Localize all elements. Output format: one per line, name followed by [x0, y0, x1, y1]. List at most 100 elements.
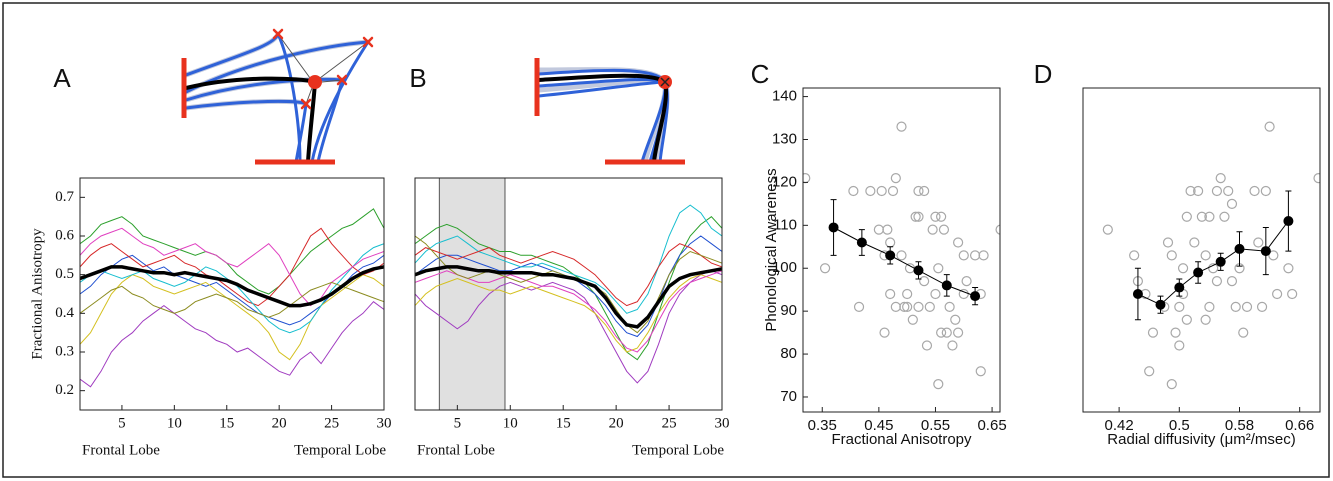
axes-box [414, 177, 723, 411]
subject-point [887, 185, 899, 197]
x-tick-label: 30 [377, 415, 392, 431]
subject-line [80, 208, 384, 295]
panel-label: D [1034, 59, 1053, 89]
panel-label: B [409, 63, 426, 93]
subject-point [1226, 198, 1238, 209]
subject-point [919, 185, 930, 197]
tract-diagram-b [534, 58, 685, 165]
subject-line [415, 243, 722, 307]
subject-point [936, 327, 947, 338]
mean-point [1193, 267, 1204, 278]
subject-point [913, 301, 924, 312]
subject-point [913, 185, 924, 197]
x-tick-label: 15 [556, 415, 571, 431]
subject-point [876, 185, 887, 197]
subject-point [890, 173, 901, 184]
panel-label: C [751, 59, 770, 89]
x-tick-label: 20 [272, 415, 287, 431]
x-annotation: Temporal Lobe [294, 442, 386, 458]
axes-box [1082, 87, 1321, 413]
mean-point [1132, 288, 1143, 299]
mean-point [1283, 216, 1294, 227]
subject-point [1189, 237, 1200, 248]
mean-point [1260, 246, 1271, 257]
y-tick-label: 80 [780, 345, 797, 362]
y-axis-label: Phonological Awareness [763, 168, 780, 331]
x-tick-label: 0.58 [1225, 417, 1254, 434]
subject-line [80, 274, 384, 361]
subject-point [1249, 185, 1260, 197]
subject-point [899, 301, 910, 312]
subject-line [415, 216, 722, 361]
y-tick-label: 110 [773, 216, 797, 233]
subject-point [1256, 301, 1268, 312]
mean-point [1174, 282, 1185, 293]
subject-point [1226, 276, 1238, 287]
plot-area [415, 204, 722, 384]
x-annotation: Frontal Lobe [417, 442, 495, 458]
subject-line [415, 204, 722, 314]
y-tick-label: 90 [780, 302, 797, 319]
subject-point [853, 301, 865, 312]
subject-line [415, 274, 722, 353]
subject-point [1268, 250, 1279, 261]
subject-point [1241, 301, 1253, 312]
subject-point [1230, 301, 1241, 312]
subject-point [896, 121, 907, 132]
mean-point [970, 291, 981, 302]
y-tick-label: 0.3 [55, 343, 74, 359]
subject-point [1185, 185, 1196, 197]
y-tick-label: 0.4 [55, 305, 74, 321]
plot-area [1102, 121, 1320, 390]
subject-point [879, 327, 890, 338]
x-tick-label: 0.42 [1105, 417, 1134, 434]
subject-point [1211, 185, 1223, 197]
subject-point [1147, 327, 1159, 338]
subject-point [1272, 288, 1283, 300]
x-tick-label: 0.66 [1285, 417, 1314, 434]
y-tick-label: 0.6 [55, 227, 74, 243]
panel: C 0.35 0.45 0.55 0.65 70 80 90 100 110 120 130 140 Fr… [751, 59, 1007, 448]
highlight-region [438, 177, 506, 411]
subject-point [953, 327, 964, 338]
subject-line [80, 227, 384, 307]
x-tick-label: 30 [715, 415, 730, 431]
subject-point [1215, 173, 1226, 184]
subject-point [941, 327, 952, 338]
x-tick-label: 0.35 [808, 417, 837, 434]
x-axis-label: Radial diffusivity (μm²/msec) [1107, 431, 1295, 448]
subject-point [865, 185, 876, 197]
subject-point [902, 288, 913, 300]
subject-point [930, 288, 941, 300]
subject-point [1287, 288, 1298, 300]
plot-area [803, 121, 1000, 390]
y-tick-label: 0.7 [55, 189, 74, 205]
x-tick-label: 25 [324, 415, 339, 431]
subject-point [885, 288, 896, 300]
subject-point [1129, 250, 1140, 261]
x-tick-label: 5 [118, 415, 126, 431]
axes-box [79, 177, 385, 411]
subject-point [882, 224, 893, 235]
subject-line [80, 227, 384, 307]
subject-point [1200, 314, 1211, 325]
subject-point [930, 211, 941, 222]
subject-point [1196, 211, 1207, 222]
subject-point [1144, 366, 1155, 377]
plot-area [80, 208, 384, 388]
subject-point [924, 301, 935, 312]
subject-point [1102, 224, 1113, 235]
subject-point [950, 314, 961, 325]
subject-point [902, 301, 913, 312]
subject-point [933, 379, 944, 390]
y-axis-label: Fractional Anisotropy [29, 228, 45, 360]
subject-point [1200, 250, 1211, 261]
subject-point [1313, 173, 1320, 184]
mean-point [1234, 243, 1245, 254]
y-tick-label: 0.5 [55, 266, 74, 282]
subject-point [936, 211, 947, 222]
subject-point [961, 276, 972, 287]
